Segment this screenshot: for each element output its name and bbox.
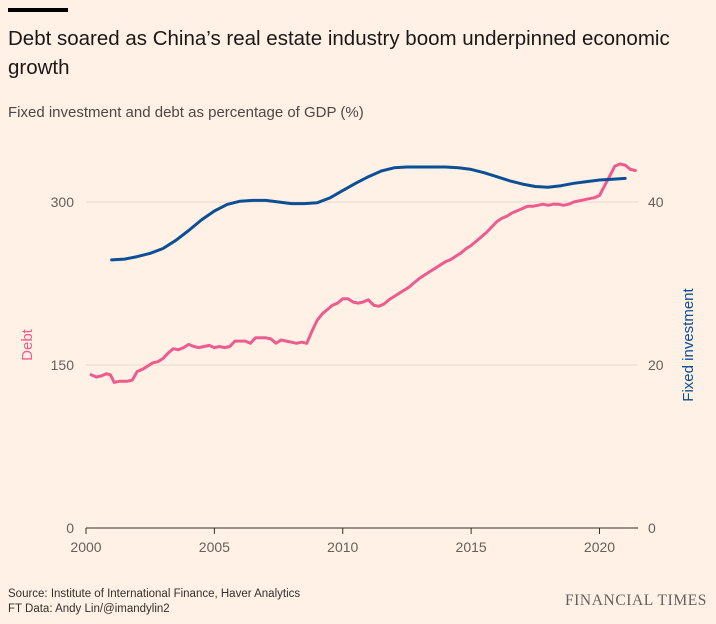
- series-line-debt: [89, 162, 637, 384]
- source-note: Source: Institute of International Finan…: [8, 588, 301, 600]
- chart-subtitle: Fixed investment and debt as percentage …: [8, 104, 364, 121]
- y-left-tick-label: 0: [66, 520, 74, 536]
- y-right-tick-label: 20: [648, 357, 664, 373]
- x-tick-label: 2005: [199, 539, 230, 555]
- ft-top-bar: [8, 8, 68, 12]
- x-tick-label: 2020: [584, 539, 615, 555]
- x-tick-label: 2015: [456, 539, 487, 555]
- ft-brand-logo: FINANCIAL TIMES: [564, 592, 707, 609]
- y-left-tick-label: 300: [51, 194, 75, 210]
- x-tick-label: 2010: [327, 539, 358, 555]
- y-left-axis-title: Debt: [19, 328, 36, 361]
- x-tick-label: 2000: [70, 539, 101, 555]
- series-line-fixed-investment: [110, 165, 627, 262]
- y-right-tick-label: 40: [648, 194, 664, 210]
- chart-title: Debt soared as China’s real estate indus…: [8, 27, 670, 79]
- credit-note: FT Data: Andy Lin/@imandylin2: [8, 603, 170, 615]
- y-left-tick-label: 150: [51, 357, 75, 373]
- y-right-tick-label: 0: [648, 520, 656, 536]
- y-right-axis-title: Fixed investment: [680, 287, 697, 401]
- chart-footer: Source: Institute of International Finan…: [8, 587, 300, 617]
